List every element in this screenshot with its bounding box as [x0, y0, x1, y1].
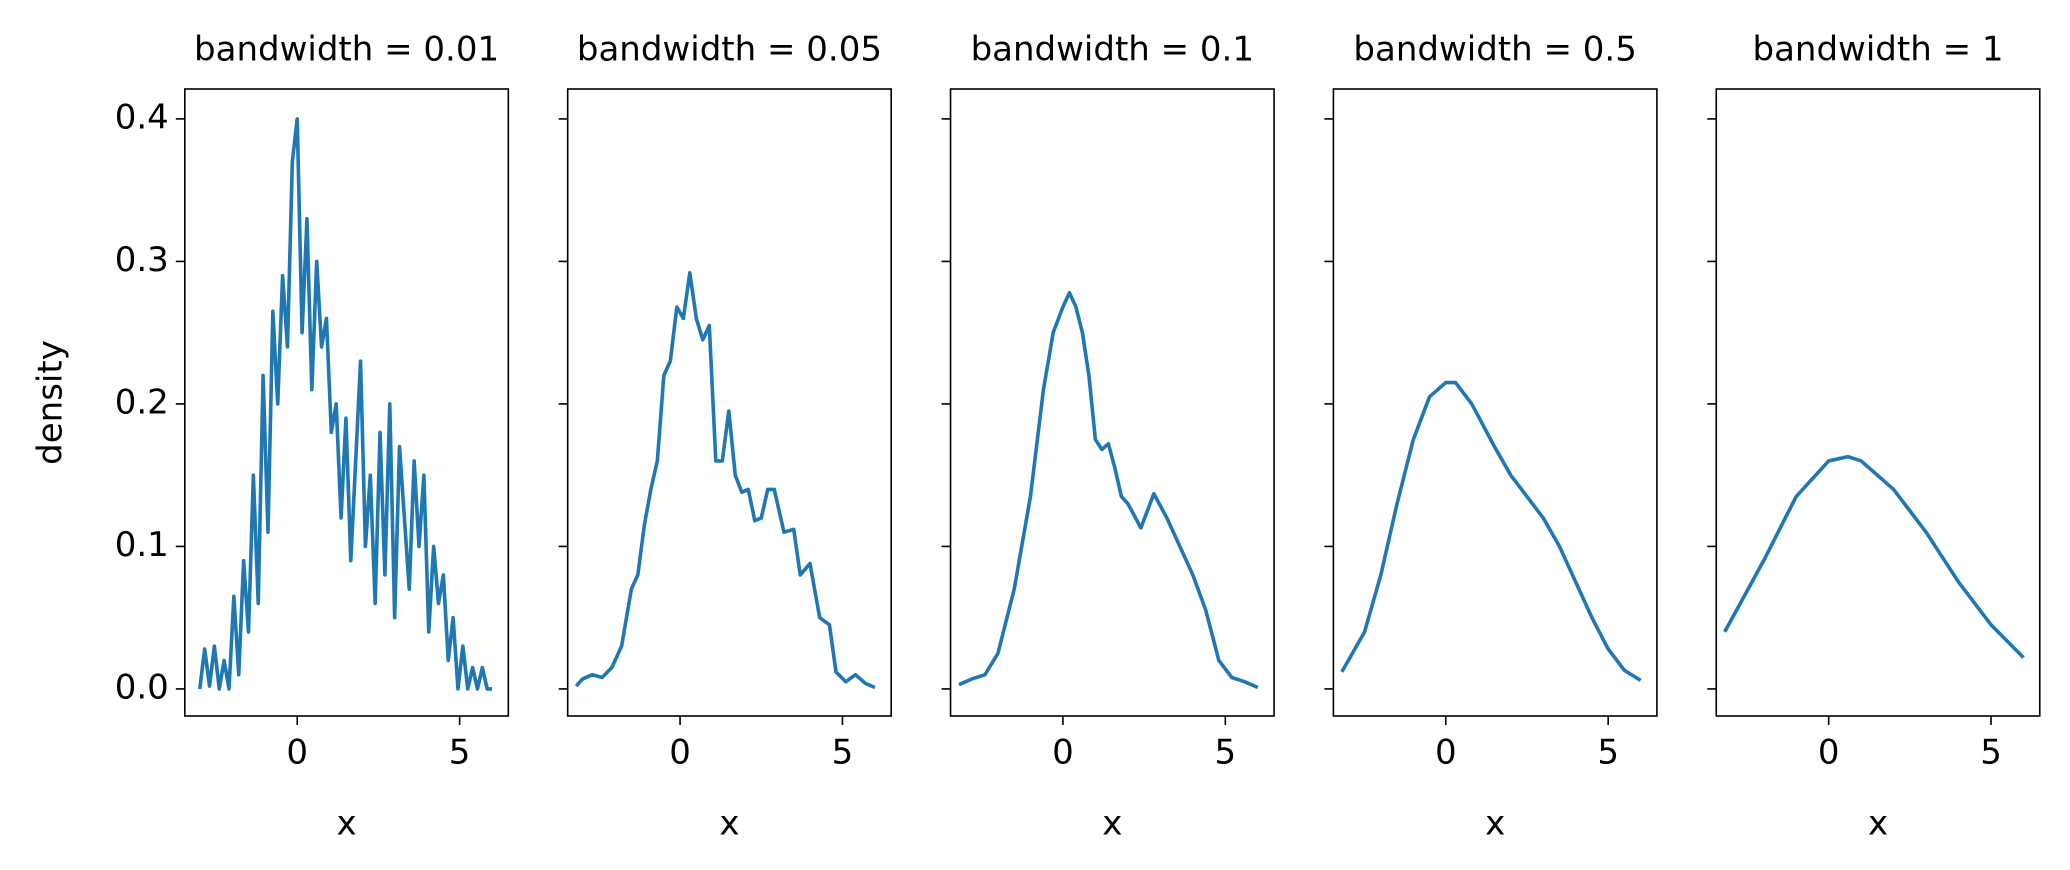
- panel-title: bandwidth = 0.1: [971, 30, 1254, 70]
- density-line: [1340, 380, 1642, 682]
- x-tick-label: 0: [669, 733, 691, 773]
- density-line: [1723, 454, 2025, 659]
- panel-title: bandwidth = 0.5: [1353, 30, 1636, 70]
- panel-title: bandwidth = 0.05: [577, 30, 882, 70]
- y-tick-label: 0.1: [115, 525, 169, 565]
- axes-frame: [566, 88, 892, 717]
- x-tick-label: 0: [286, 733, 308, 773]
- y-tick-label: 0.3: [115, 240, 169, 280]
- x-axis-label: x: [337, 804, 357, 844]
- axes-frame: [184, 88, 510, 717]
- x-tick-label: 0: [1052, 733, 1074, 773]
- x-axis-label: x: [1868, 804, 1888, 844]
- x-tick-label: 0: [1435, 733, 1457, 773]
- x-tick-label: 5: [1597, 733, 1619, 773]
- x-tick-label: 5: [449, 733, 471, 773]
- y-axis-label: density: [31, 340, 71, 465]
- axes-frame: [1332, 88, 1658, 717]
- x-tick-label: 0: [1818, 733, 1840, 773]
- density-line: [958, 290, 1259, 690]
- x-axis-label: x: [719, 804, 739, 844]
- panel-title: bandwidth = 0.01: [194, 30, 499, 70]
- panel-title: bandwidth = 1: [1753, 30, 2004, 70]
- y-tick-label: 0.2: [115, 382, 169, 422]
- density-line: [574, 271, 876, 690]
- x-axis-label: x: [1485, 804, 1505, 844]
- y-tick-label: 0.0: [115, 667, 169, 707]
- x-tick-label: 5: [832, 733, 854, 773]
- density-line: [197, 117, 493, 691]
- axes-frame: [1715, 88, 2041, 717]
- x-tick-label: 5: [1215, 733, 1237, 773]
- y-tick-label: 0.4: [115, 97, 169, 137]
- x-axis-label: x: [1102, 804, 1122, 844]
- axes-frame: [949, 88, 1275, 717]
- x-tick-label: 5: [1980, 733, 2002, 773]
